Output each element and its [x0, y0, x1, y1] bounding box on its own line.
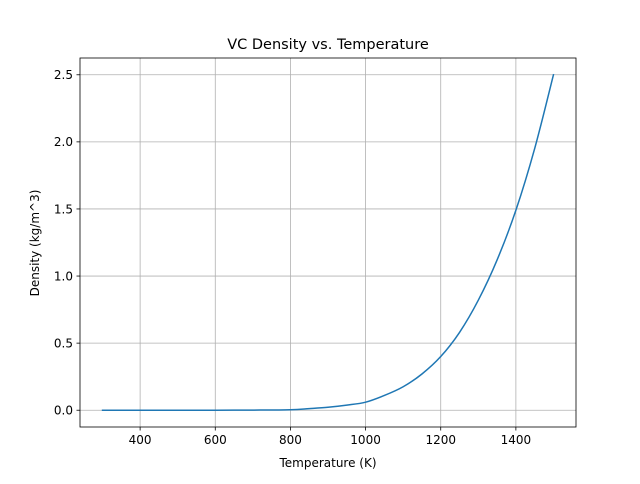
y-axis-label: Density (kg/m^3) — [28, 190, 42, 297]
y-tick-label: 2.5 — [54, 68, 73, 82]
x-axis-label: Temperature (K) — [278, 456, 376, 470]
grid-lines — [80, 58, 576, 427]
series-lines — [101, 73, 555, 411]
x-tick-label: 800 — [279, 433, 302, 447]
axis-ticks: 400 600 800 1000 1200 1400 0.0 0.5 1.0 1.5 2.0 2.5 — [54, 68, 531, 447]
y-tick-label: 0.0 — [54, 404, 73, 418]
y-tick-label: 1.5 — [54, 202, 73, 216]
plot-frame — [79, 57, 577, 428]
chart-title: VC Density vs. Temperature — [227, 37, 429, 53]
x-tick-label: 1200 — [425, 433, 456, 447]
y-tick-label: 2.0 — [54, 135, 73, 149]
y-tick-label: 1.0 — [54, 269, 73, 283]
x-tick-label: 1400 — [501, 433, 532, 447]
x-tick-label: 400 — [129, 433, 152, 447]
y-tick-label: 0.5 — [54, 336, 73, 350]
density-series-line — [101, 73, 555, 411]
x-tick-label: 600 — [204, 433, 227, 447]
x-tick-label: 1000 — [350, 433, 381, 447]
